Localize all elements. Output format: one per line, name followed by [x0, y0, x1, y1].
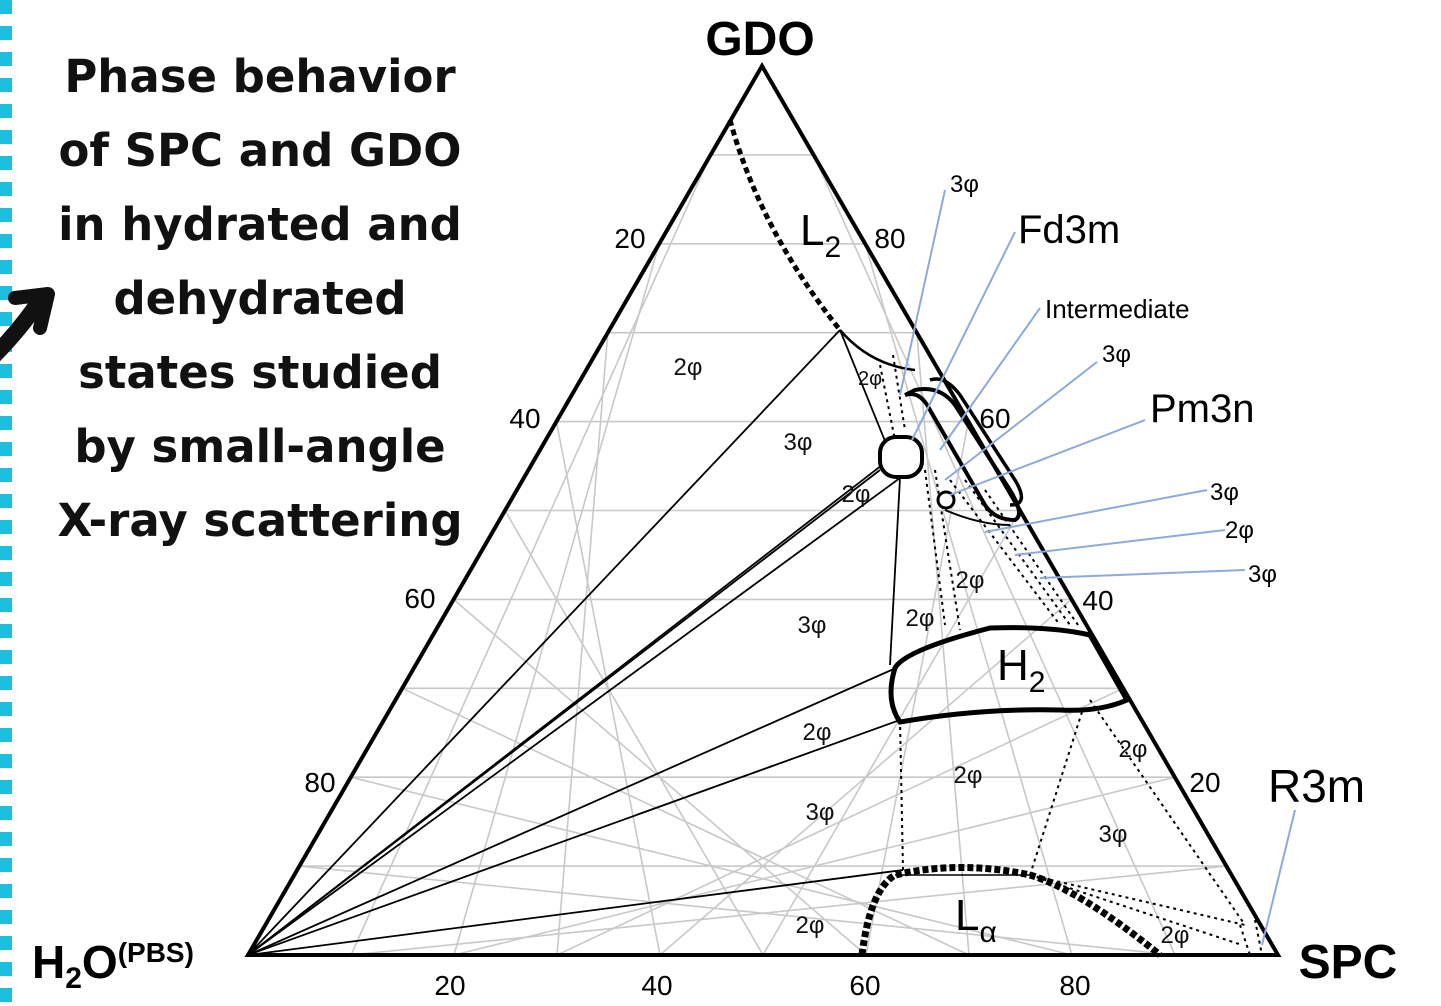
- grid-line: [401, 687, 970, 956]
- vertex-label-spc: SPC: [1299, 936, 1398, 989]
- callout-3phase: 3φ: [1210, 479, 1239, 506]
- tick-right: 20: [1189, 767, 1220, 798]
- h2-region: [888, 625, 1131, 725]
- la-region: [858, 864, 1163, 958]
- grid-line: [299, 865, 1176, 956]
- caption-line: by small-angle: [74, 420, 446, 473]
- grid-line: [864, 243, 1073, 956]
- callout-3phase: 3φ: [1248, 561, 1277, 588]
- fd3m-region: [904, 387, 1021, 523]
- tie-lines: [247, 329, 904, 956]
- caption-line: Phase behavior: [64, 50, 456, 103]
- grid-line: [762, 510, 1021, 956]
- region-label: 3φ: [806, 799, 835, 826]
- dashed-border: [0, 0, 12, 1006]
- vertex-label-water: H2O(PBS): [32, 936, 194, 995]
- region-label: 2φ: [803, 719, 832, 746]
- tick-right: 40: [1082, 585, 1113, 616]
- caption-line: of SPC and GDO: [58, 124, 462, 177]
- tick-right: 80: [874, 223, 905, 254]
- tick-bottom: 80: [1059, 970, 1090, 1001]
- region-label: 3φ: [1099, 821, 1128, 848]
- callout-pm3n: Pm3n: [1150, 387, 1255, 431]
- callout-intermediate: Intermediate: [1045, 294, 1190, 324]
- l2-region-edge: [839, 329, 916, 372]
- region-label: 2φ: [858, 368, 882, 390]
- region-label: 2φ: [1161, 922, 1190, 949]
- tick-left: 40: [509, 403, 540, 434]
- tick-left: 20: [614, 223, 645, 254]
- caption-line: in hydrated and: [58, 198, 462, 251]
- region-label: 2φ: [1119, 736, 1148, 763]
- grid-line: [812, 154, 1176, 956]
- caption-line: X-ray scattering: [57, 494, 463, 547]
- caption-line: states studied: [78, 346, 442, 399]
- tick-right: 60: [979, 403, 1010, 434]
- callout-r3m: R3m: [1268, 760, 1365, 812]
- l2-boundary: [727, 119, 842, 332]
- intermediate-region: [929, 377, 1024, 507]
- phase-label-h2: H2: [997, 641, 1045, 699]
- region-label: 3φ: [798, 612, 827, 639]
- grid-line: [350, 776, 1073, 956]
- phase-label-la: Lα: [955, 891, 997, 949]
- tick-left: 60: [404, 583, 435, 614]
- grid-line: [504, 510, 764, 956]
- caption-line: dehydrated: [113, 272, 407, 325]
- region-label: 2φ: [906, 605, 935, 632]
- phase-label-l2: L2: [800, 206, 841, 264]
- region-label: 2φ: [796, 912, 825, 939]
- pm3n-bubble: [936, 490, 956, 510]
- tick-bottom: 60: [849, 970, 880, 1001]
- caption: Phase behavior of SPC and GDO in hydrate…: [40, 40, 480, 558]
- region-label: 2φ: [954, 762, 983, 789]
- tick-left: 80: [304, 767, 335, 798]
- arrow-icon: [0, 287, 55, 362]
- grid-line: [865, 421, 970, 956]
- tick-bottom: 20: [434, 970, 465, 1001]
- tick-bottom: 40: [641, 970, 672, 1001]
- callout-fd3m: Fd3m: [1018, 208, 1120, 252]
- 3phase-bubble: [878, 435, 924, 479]
- callout-3phase: 3φ: [1102, 341, 1131, 368]
- region-label: 2φ: [674, 354, 703, 381]
- grid-line: [453, 598, 867, 956]
- region-label: 2φ: [842, 481, 871, 508]
- region-label: 3φ: [784, 429, 813, 456]
- callout-lines: [899, 189, 1296, 946]
- ternary-grid: [299, 154, 1227, 956]
- vertex-label-gdo: GDO: [705, 13, 814, 66]
- region-label: 2φ: [956, 567, 985, 594]
- outer-cubic-region: [944, 509, 1011, 526]
- callout-3phase: 3φ: [950, 171, 979, 198]
- callout-2phase: 2φ: [1225, 517, 1254, 544]
